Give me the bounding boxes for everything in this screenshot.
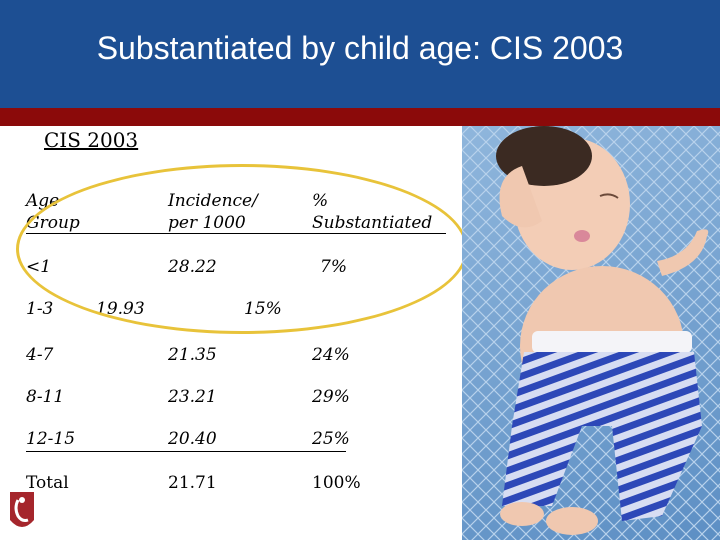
baby-photo-illustration <box>462 126 720 540</box>
baby-photo <box>462 126 720 540</box>
baby-arm-left <box>499 166 542 228</box>
baby-foot-right <box>500 502 544 526</box>
row-pct-4-7: 24% <box>312 345 350 365</box>
row-pct-12-15: 25% <box>312 429 350 449</box>
row-incidence-12-15: 20.40 <box>168 429 217 449</box>
row-12-15-underline <box>26 451 346 452</box>
row-age-total: Total <box>26 473 69 493</box>
striped-pants <box>502 352 702 521</box>
row-incidence-total: 21.71 <box>168 473 217 493</box>
baby-mouth <box>574 230 590 242</box>
baby-foot-left <box>546 507 598 535</box>
slide-title: Substantiated by child age: CIS 2003 <box>96 30 624 66</box>
row-age-1-3: 1-3 <box>26 299 54 319</box>
accent-bar <box>0 108 720 126</box>
highlight-oval <box>16 164 468 334</box>
seal-logo-icon <box>10 492 34 527</box>
row-age-12-15: 12-15 <box>26 429 76 449</box>
row-incidence-4-7: 21.35 <box>168 345 217 365</box>
row-age-8-11: 8-11 <box>26 387 65 407</box>
baby-eye <box>599 193 619 199</box>
table-caption: CIS 2003 <box>44 128 139 152</box>
diaper-waistband <box>532 331 692 353</box>
title-banner: Substantiated by child age: CIS 2003 <box>0 0 720 108</box>
row-age-4-7: 4-7 <box>26 345 54 365</box>
row-incidence-8-11: 23.21 <box>168 387 217 407</box>
row-pct-total: 100% <box>312 473 361 493</box>
row-pct-8-11: 29% <box>312 387 350 407</box>
baby-arm-right <box>657 229 709 276</box>
